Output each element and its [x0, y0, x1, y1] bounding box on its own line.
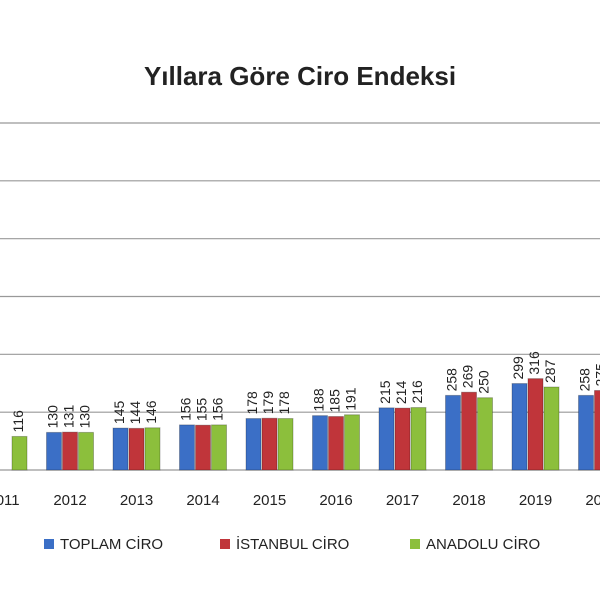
value-label: 116: [10, 410, 26, 433]
legend-label: TOPLAM CİRO: [60, 535, 163, 553]
value-label: 215: [377, 380, 393, 404]
x-tick-label: 2014: [186, 492, 219, 509]
bar: [261, 417, 278, 471]
bar: [410, 407, 427, 471]
legend-swatch: [44, 539, 54, 549]
legend-label: İSTANBUL CİRO: [236, 535, 349, 553]
value-label: 287: [542, 359, 558, 383]
bar: [378, 407, 395, 471]
bar: [511, 383, 528, 471]
bar: [195, 424, 211, 471]
legend-swatch: [410, 539, 420, 549]
value-label: 185: [327, 389, 343, 413]
bar: [328, 416, 344, 471]
value-label: 258: [577, 368, 593, 392]
x-tick-label: 2016: [319, 492, 352, 509]
bar: [245, 418, 262, 471]
x-tick-label: 2020: [585, 492, 600, 509]
x-tick-label: 2012: [53, 492, 86, 509]
x-tick-label: 2018: [452, 492, 485, 509]
value-label: 316: [526, 351, 542, 375]
bar: [128, 427, 145, 471]
value-label: 216: [409, 380, 425, 404]
bar: [112, 427, 129, 471]
value-label: 188: [311, 388, 327, 412]
legend-item: ANADOLU CİRO: [410, 535, 540, 553]
bar: [78, 431, 94, 471]
value-label: 131: [61, 405, 77, 429]
value-label: 179: [260, 391, 276, 415]
bar: [144, 427, 161, 471]
bar: [477, 397, 493, 471]
bar: [46, 431, 62, 471]
bar: [312, 415, 328, 471]
bar: [277, 418, 294, 471]
bar: [394, 407, 411, 471]
value-label: 145: [111, 400, 127, 424]
value-label: 156: [178, 397, 194, 421]
value-label: 130: [77, 405, 93, 429]
x-tick-label: 2011: [0, 492, 20, 509]
x-tick-label: 2017: [386, 492, 419, 509]
legend-swatch: [220, 539, 230, 549]
bar: [578, 394, 594, 471]
value-label: 258: [444, 368, 460, 392]
x-tick-label: 2013: [120, 492, 153, 509]
value-label: 178: [276, 391, 292, 415]
x-tick-label: 2019: [519, 492, 552, 509]
legend-label: ANADOLU CİRO: [426, 535, 540, 553]
value-label: 156: [210, 397, 226, 421]
bar: [211, 424, 227, 471]
bar: [11, 435, 28, 471]
bar: [445, 394, 461, 471]
bar: [344, 414, 360, 471]
value-label: 146: [143, 400, 159, 424]
legend-item: TOPLAM CİRO: [44, 535, 163, 553]
value-label: 155: [194, 398, 210, 422]
chart-title: Yıllara Göre Ciro Endeksi: [144, 61, 456, 91]
value-label: 144: [127, 401, 143, 425]
bar: [62, 431, 78, 471]
bar: [594, 389, 600, 471]
value-label: 130: [45, 405, 61, 429]
value-label: 250: [476, 370, 492, 394]
bar: [543, 386, 560, 471]
value-label: 299: [510, 356, 526, 380]
legend-item: İSTANBUL CİRO: [220, 535, 349, 553]
value-label: 275: [593, 363, 600, 387]
bar: [527, 378, 544, 471]
value-label: 178: [244, 391, 260, 415]
x-tick-label: 2015: [253, 492, 286, 509]
value-label: 191: [343, 387, 359, 411]
bar: [179, 424, 195, 471]
value-label: 269: [460, 365, 476, 389]
bar: [461, 391, 477, 471]
value-label: 214: [393, 381, 409, 405]
